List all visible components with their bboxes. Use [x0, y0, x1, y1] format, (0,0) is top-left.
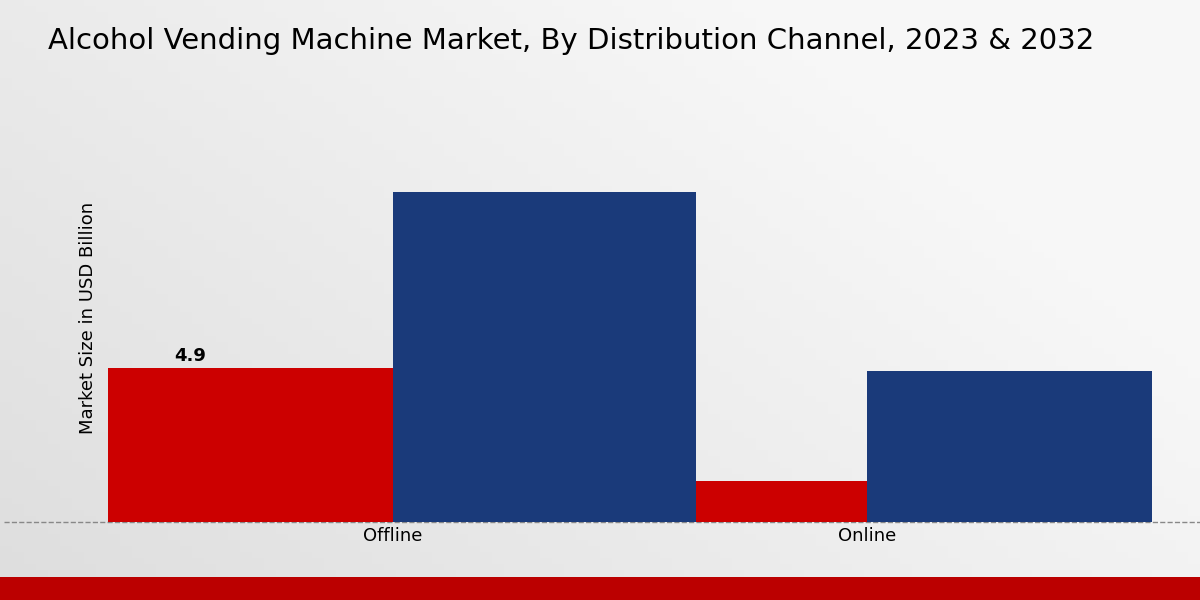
- Y-axis label: Market Size in USD Billion: Market Size in USD Billion: [79, 202, 97, 434]
- Text: Alcohol Vending Machine Market, By Distribution Channel, 2023 & 2032: Alcohol Vending Machine Market, By Distr…: [48, 27, 1094, 55]
- Bar: [89, 368, 392, 522]
- Bar: [868, 371, 1171, 522]
- Bar: [564, 481, 868, 522]
- Bar: [392, 193, 696, 522]
- Text: 4.9: 4.9: [174, 347, 206, 365]
